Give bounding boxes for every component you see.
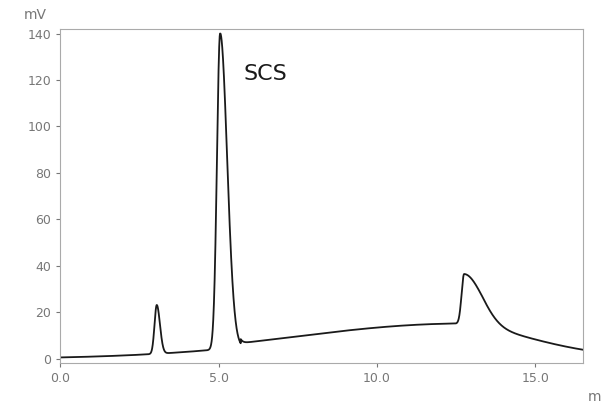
Text: mV: mV [23,8,46,22]
Text: min: min [588,390,601,404]
Text: SCS: SCS [244,64,288,84]
